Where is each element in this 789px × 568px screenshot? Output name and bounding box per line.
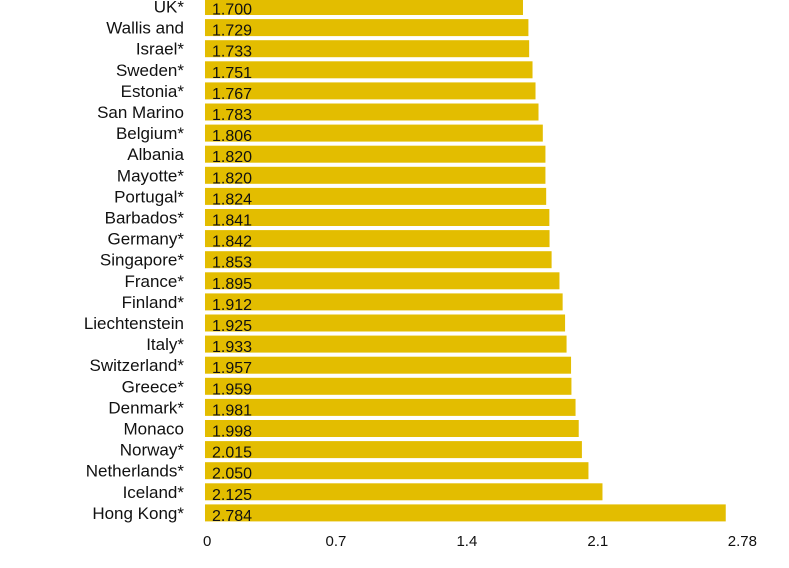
value-label: 1.820 (212, 149, 252, 166)
bar (205, 19, 529, 37)
bar (205, 124, 543, 142)
bar (205, 398, 576, 416)
bar (205, 356, 572, 374)
category-label: Monaco (124, 420, 184, 439)
bar (205, 82, 536, 100)
category-label: Wallis and (106, 19, 184, 38)
x-tick-label: 2.1 (587, 533, 608, 550)
category-label: Norway* (120, 441, 185, 460)
value-label: 1.751 (212, 65, 252, 82)
bar (205, 0, 523, 15)
value-label: 1.925 (212, 318, 252, 335)
value-label: 1.729 (212, 23, 252, 40)
category-label: UK* (154, 0, 185, 17)
bar (205, 145, 546, 163)
bar (205, 293, 563, 311)
bar (205, 187, 547, 205)
value-label: 2.015 (212, 445, 252, 462)
bar (205, 441, 582, 459)
value-label: 1.853 (212, 255, 252, 272)
x-axis-ticks: 0 0.7 1.4 2.1 2.78 (203, 533, 757, 550)
category-label: Iceland* (123, 483, 185, 502)
value-label: 1.998 (212, 424, 252, 441)
value-label: 1.957 (212, 360, 252, 377)
bar (205, 420, 579, 437)
value-label: 2.784 (212, 508, 252, 525)
value-label: 1.981 (212, 402, 252, 419)
value-label: 1.733 (212, 44, 252, 61)
value-label: 1.767 (212, 86, 252, 103)
bar (205, 462, 589, 480)
category-label: Portugal* (114, 187, 184, 206)
bar (205, 483, 603, 501)
category-label: Estonia* (121, 82, 185, 101)
value-label: 1.700 (212, 2, 252, 19)
category-label: Albania (127, 145, 184, 164)
category-label: Barbados* (105, 209, 185, 228)
category-label: Denmark* (108, 398, 184, 417)
bar (205, 209, 550, 226)
bar (205, 272, 560, 290)
bar (205, 40, 530, 58)
bar (205, 230, 550, 248)
category-label: Belgium* (116, 124, 184, 143)
category-labels: UK* Wallis and Israel* Sweden* Estonia* San M… (84, 0, 185, 523)
category-label: Greece* (122, 377, 185, 396)
value-label: 1.841 (212, 213, 252, 230)
value-label: 2.050 (212, 466, 252, 483)
value-label: 1.912 (212, 297, 252, 314)
category-label: Hong Kong* (92, 504, 184, 523)
x-tick-label: 2.78 (728, 533, 757, 550)
category-label: Liechtenstein (84, 314, 184, 333)
category-label: Israel* (136, 40, 185, 59)
bar (205, 166, 546, 184)
bar (205, 377, 572, 395)
category-label: France* (124, 272, 184, 291)
category-label: Germany* (107, 230, 184, 249)
category-label: Netherlands* (86, 462, 185, 481)
bar (205, 504, 726, 522)
value-label: 1.820 (212, 170, 252, 187)
bars-layer (205, 0, 726, 522)
bar (205, 251, 552, 269)
category-label: Sweden* (116, 61, 184, 80)
value-label: 1.824 (212, 191, 252, 208)
category-label: Italy* (146, 335, 184, 354)
value-label: 2.125 (212, 487, 252, 504)
value-label: 1.783 (212, 107, 252, 124)
x-tick-label: 1.4 (456, 533, 477, 550)
x-tick-label: 0.7 (326, 533, 347, 550)
value-label: 1.959 (212, 381, 252, 398)
bar (205, 335, 567, 353)
bar (205, 61, 533, 79)
bar (205, 314, 566, 332)
bar (205, 103, 539, 121)
value-labels: 1.700 1.729 1.733 1.751 1.767 1.783 1.806 1.820… (212, 2, 252, 525)
value-label: 1.842 (212, 234, 252, 251)
value-label: 1.933 (212, 339, 252, 356)
category-label: Singapore* (100, 251, 185, 270)
value-label: 1.895 (212, 276, 252, 293)
category-label: Finland* (122, 293, 185, 312)
category-label: Switzerland* (90, 356, 185, 375)
value-label: 1.806 (212, 128, 252, 145)
x-tick-label: 0 (203, 533, 211, 550)
category-label: Mayotte* (117, 166, 184, 185)
category-label: San Marino (97, 103, 184, 122)
